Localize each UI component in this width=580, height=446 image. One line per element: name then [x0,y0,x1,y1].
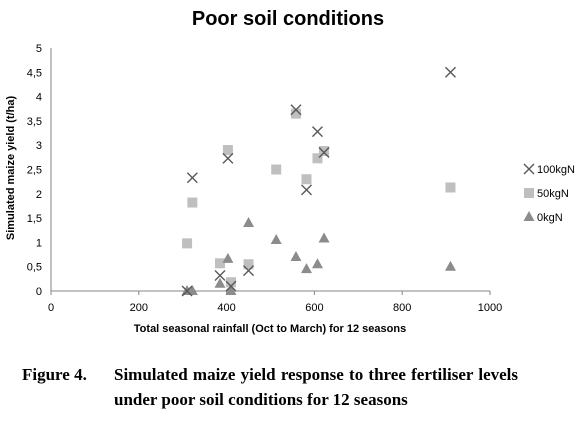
chart-title: Poor soil conditions [192,8,384,30]
legend-label-50kgN: 50kgN [537,188,569,200]
y-tick-label: 5 [36,43,42,55]
y-tick-label: 3 [36,140,42,152]
data-point-50kgN [187,197,198,208]
data-point-50kgN [243,259,254,270]
data-point-100kgN [222,152,234,164]
legend-marker-50kgN [524,188,534,198]
data-point-0kgN [222,252,234,263]
data-point-100kgN [318,146,330,158]
axes [50,48,490,292]
x-tick-label: 600 [305,302,323,314]
legend-label-0kgN: 0kgN [537,212,563,224]
data-point-50kgN [271,164,282,175]
data-point-50kgN [319,146,330,157]
y-tick-label: 0 [36,286,42,298]
data-point-0kgN [290,250,302,261]
data-point-100kgN [225,280,237,292]
y-tick-label: 0,5 [27,262,42,274]
data-point-0kgN [318,232,330,243]
x-tick-label: 800 [393,302,411,314]
data-point-0kgN [311,258,323,269]
data-point-0kgN [225,285,237,295]
legend-marker-100kgN [523,163,535,175]
data-point-50kgN [215,258,226,269]
data-point-50kgN [182,238,193,249]
x-tick-label: 400 [217,302,235,314]
data-point-50kgN [290,108,301,119]
data-point-50kgN [312,153,323,164]
data-point-100kgN [214,269,226,281]
y-tick-label: 1 [36,237,42,249]
legend-marker-0kgN [523,211,535,221]
x-axis-label: Total seasonal rainfall (Oct to March) f… [134,323,406,335]
data-point-100kgN [444,66,456,78]
y-tick-label: 3,5 [27,116,42,128]
y-tick-label: 1,5 [27,213,42,225]
y-tick-label: 4 [36,92,42,104]
y-tick-label: 4,5 [27,67,42,79]
data-point-100kgN [243,265,255,277]
x-tick-label: 0 [48,302,54,314]
data-point-0kgN [186,285,198,295]
data-point-100kgN [301,184,312,196]
caption-text: Simulated maize yield response to three … [114,365,518,409]
data-point-50kgN [445,182,456,193]
data-point-0kgN [300,263,312,274]
data-point-50kgN [301,174,312,185]
scatter-chart: Poor soil conditions 0 0,5 1 1,5 2 2,5 3 3,5 4 4,… [5,8,575,335]
data-point-50kgN [225,277,236,288]
x-tick-label: 200 [130,302,148,314]
data-point-100kgN [181,285,193,297]
data-point-0kgN [214,277,226,288]
y-axis-label: Simulated maize yield (t/ha) [5,96,17,241]
data-point-0kgN [270,233,282,244]
data-point-0kgN [243,216,255,227]
x-tick-label: 1000 [478,302,502,314]
y-tick-labels: 0 0,5 1 1,5 2 2,5 3 3,5 4 4,5 5 [27,43,42,298]
x-tick-labels: 0 200 400 600 800 1000 [48,291,502,314]
data-point-100kgN [186,172,198,184]
data-point-0kgN [444,260,456,271]
caption-label: Figure 4. [22,365,87,384]
data-point-100kgN [311,126,323,138]
legend: 100kgN 50kgN 0kgN [523,163,575,224]
legend-label-100kgN: 100kgN [537,164,575,176]
data-points [181,66,456,297]
y-tick-label: 2 [36,189,42,201]
data-point-100kgN [290,104,302,116]
y-tick-label: 2,5 [27,165,42,177]
data-point-50kgN [222,145,233,156]
